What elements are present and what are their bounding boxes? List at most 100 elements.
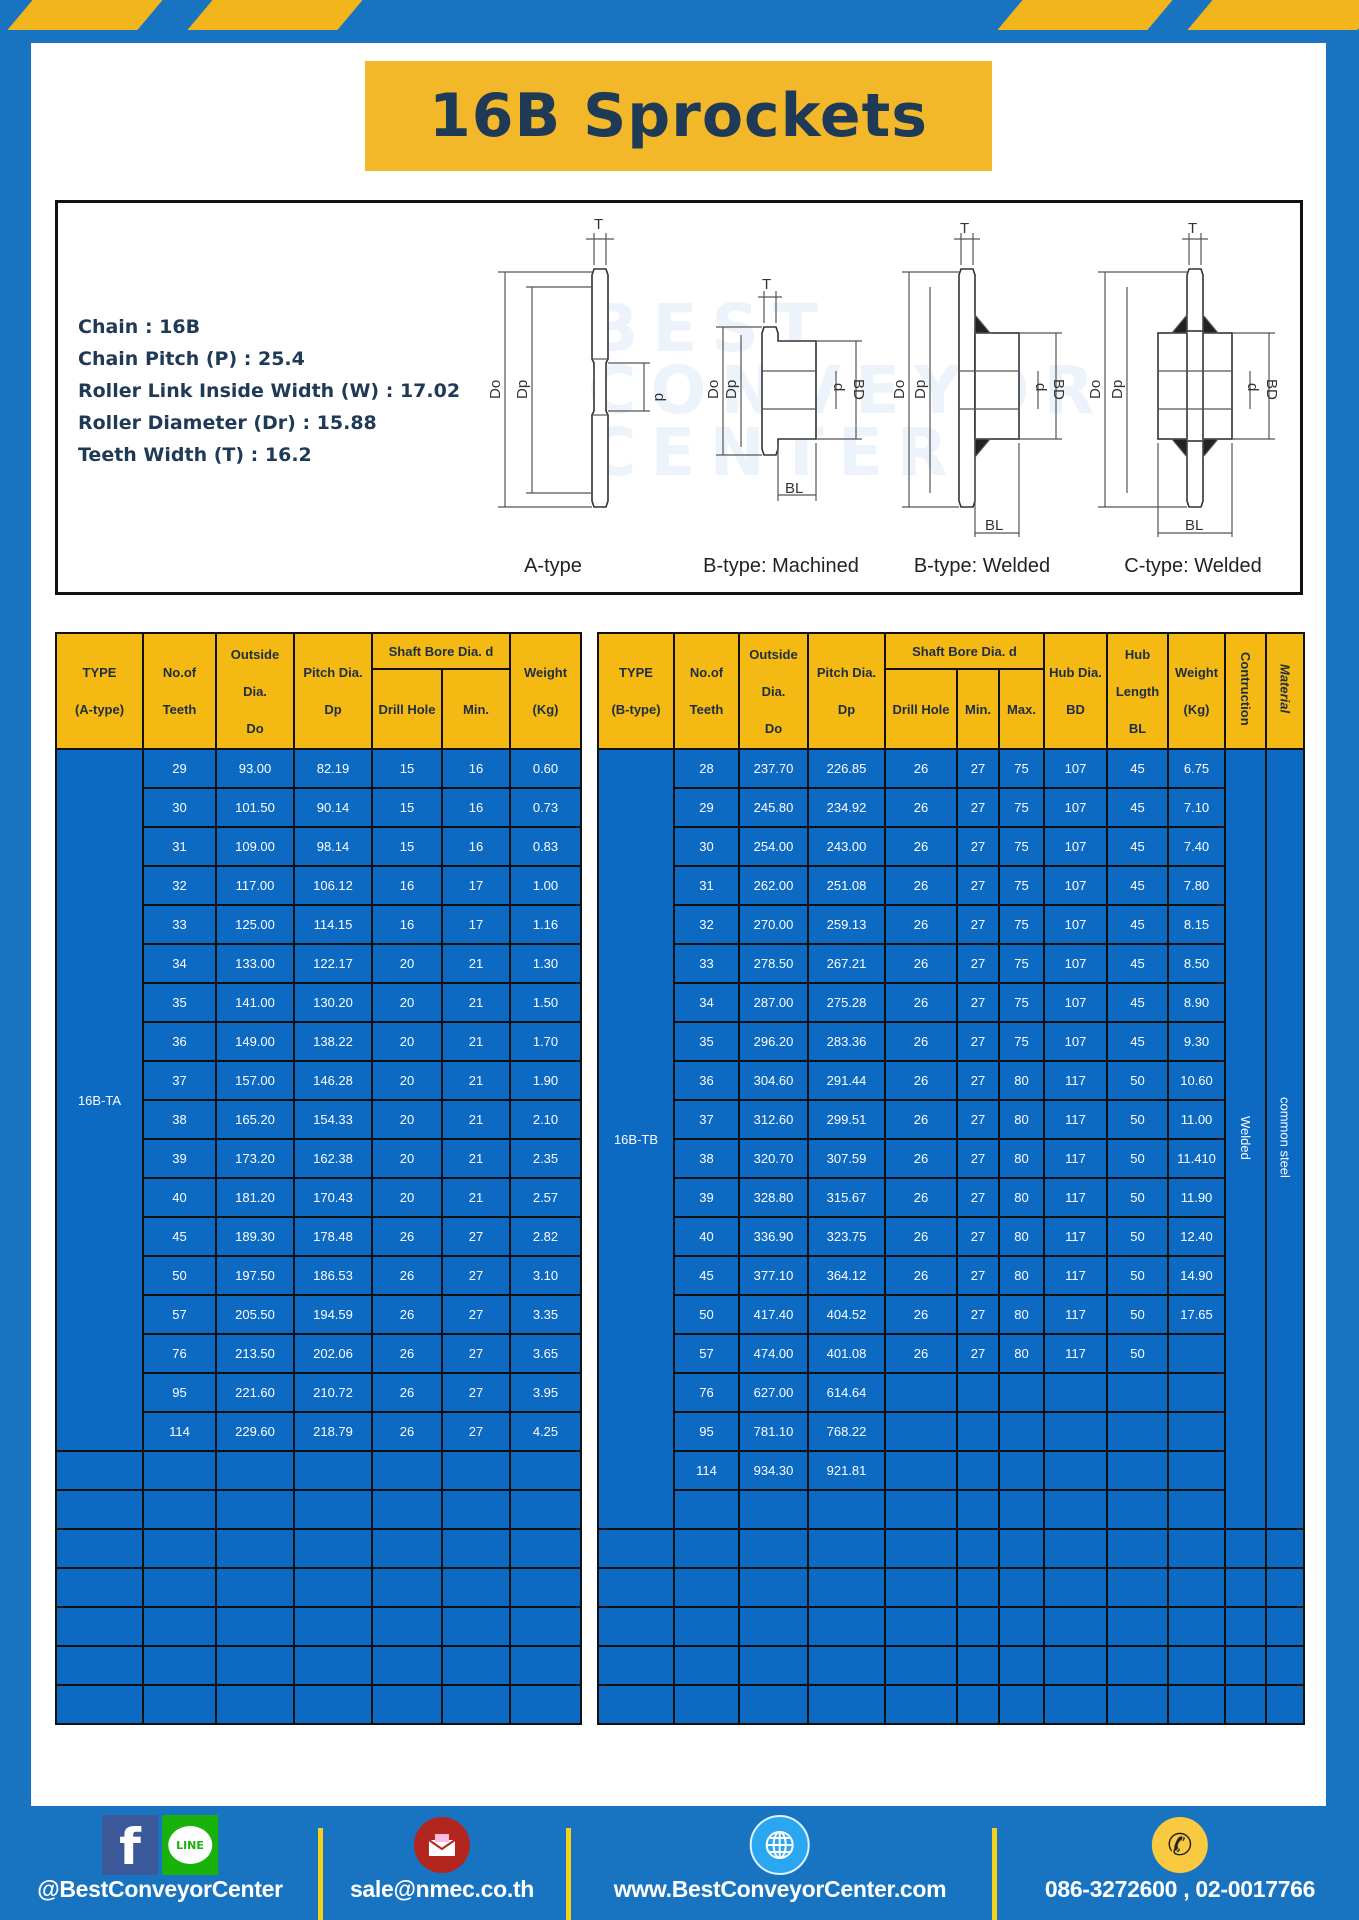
dim-d: d <box>1032 383 1049 391</box>
empty-cell <box>142 1489 217 1530</box>
chain-specs: Chain : 16B Chain Pitch (P) : 25.4 Rolle… <box>78 311 460 471</box>
teeth-cell: 35 <box>142 982 217 1023</box>
empty-cell <box>807 1684 886 1725</box>
hub-dia-cell: 107 <box>1043 943 1109 984</box>
empty-cell <box>884 1606 958 1647</box>
teeth-cell: 35 <box>673 1021 740 1062</box>
teeth-cell: 57 <box>673 1333 740 1374</box>
min-bore-cell <box>956 1411 1000 1452</box>
b-type-spec-table: TYPE (B-type) No.of Teeth Outside Dia. Do Pi… <box>597 632 1306 1725</box>
max-bore-cell: 75 <box>997 748 1046 789</box>
empty-cell <box>997 1684 1046 1725</box>
teeth-cell: 40 <box>673 1216 740 1257</box>
weight-cell: 14.90 <box>1167 1255 1227 1296</box>
min-bore-cell: 27 <box>956 1021 1000 1062</box>
empty-cell <box>142 1684 217 1725</box>
min-bore-cell: 21 <box>441 1021 511 1062</box>
header-drill-hole: Drill Hole <box>371 668 443 750</box>
drill-hole-cell: 26 <box>884 865 958 906</box>
email-address[interactable]: sale@nmec.co.th <box>349 1876 535 1902</box>
hub-length-cell <box>1106 1372 1170 1413</box>
website-url[interactable]: www.BestConveyorCenter.com <box>613 1876 947 1902</box>
table-row: 30 101.50 90.14 15 16 0.73 <box>56 787 582 828</box>
weight-cell: 7.80 <box>1167 865 1227 906</box>
min-bore-cell: 27 <box>441 1333 511 1374</box>
empty-cell <box>1224 1528 1268 1569</box>
b-type-welded-drawing <box>902 233 1062 537</box>
empty-cell <box>215 1489 295 1530</box>
teeth-cell: 57 <box>142 1294 217 1335</box>
header-max: Max. <box>997 668 1046 750</box>
hub-length-cell: 50 <box>1106 1177 1170 1218</box>
empty-cell <box>509 1606 582 1647</box>
pitch-dia-cell: 251.08 <box>807 865 886 906</box>
email-contact[interactable]: sale@nmec.co.th <box>350 1806 534 1920</box>
table-row: 45 189.30 178.48 26 27 2.82 <box>56 1216 582 1257</box>
pitch-dia-cell: 259.13 <box>807 904 886 945</box>
empty-cell <box>1265 1567 1306 1608</box>
header-pitch-dia: Pitch Dia. Dp <box>293 632 373 750</box>
empty-cell <box>441 1567 511 1608</box>
pitch-dia-cell: 186.53 <box>293 1255 373 1296</box>
empty-row <box>597 1567 1306 1608</box>
hub-length-cell: 45 <box>1106 826 1170 867</box>
line-icon[interactable]: LINE <box>161 1815 218 1875</box>
outside-dia-cell: 141.00 <box>215 982 295 1023</box>
divider <box>566 1828 571 1920</box>
empty-cell <box>215 1645 295 1686</box>
dim-d: d <box>830 383 847 391</box>
facebook-icon[interactable]: f <box>101 1815 158 1875</box>
table-row: 36 304.60 291.44 26 27 80 117 50 10.60 <box>598 1060 1304 1101</box>
hub-dia-cell: 117 <box>1043 1099 1109 1140</box>
social-handle[interactable]: @BestConveyorCenter <box>37 1876 283 1902</box>
website-contact[interactable]: www.BestConveyorCenter.com <box>614 1806 947 1920</box>
min-bore-cell: 17 <box>441 904 511 945</box>
weight-cell: 7.10 <box>1167 787 1227 828</box>
hub-dia-cell: 117 <box>1043 1294 1109 1335</box>
outside-dia-cell: 474.00 <box>738 1333 809 1374</box>
pitch-dia-cell: 364.12 <box>807 1255 886 1296</box>
empty-cell <box>215 1528 295 1569</box>
min-bore-cell: 21 <box>441 982 511 1023</box>
drill-hole-cell: 20 <box>371 982 443 1023</box>
weight-cell: 1.90 <box>509 1060 582 1101</box>
phone-contact[interactable]: ✆ 086-3272600 , 02-0017766 <box>1045 1806 1315 1920</box>
dim-t: T <box>1188 220 1197 237</box>
empty-cell <box>597 1606 675 1647</box>
header-teeth: No.of Teeth <box>142 632 217 750</box>
drill-hole-cell <box>884 1450 958 1491</box>
hub-length-cell: 45 <box>1106 1021 1170 1062</box>
dim-bd: BD <box>1050 379 1067 400</box>
pitch-dia-cell: 921.81 <box>807 1450 886 1491</box>
table-row: 114 934.30 921.81 <box>598 1450 1304 1491</box>
dim-dp: Dp <box>912 380 929 399</box>
table-row: 36 149.00 138.22 20 21 1.70 <box>56 1021 582 1062</box>
max-bore-cell: 80 <box>997 1255 1046 1296</box>
drill-hole-cell: 26 <box>884 943 958 984</box>
hub-dia-cell <box>1043 1450 1109 1491</box>
outside-dia-cell: 262.00 <box>738 865 809 906</box>
outside-dia-cell: 229.60 <box>215 1411 295 1452</box>
construction-value: Welded <box>1238 1115 1254 1160</box>
empty-cell <box>55 1606 144 1647</box>
empty-cell <box>1167 1567 1227 1608</box>
min-bore-cell: 16 <box>441 826 511 867</box>
hub-dia-cell <box>1043 1372 1109 1413</box>
teeth-cell: 76 <box>673 1372 740 1413</box>
teeth-cell: 45 <box>142 1216 217 1257</box>
phone-numbers[interactable]: 086-3272600 , 02-0017766 <box>1044 1876 1316 1902</box>
empty-cell <box>673 1684 740 1725</box>
outside-dia-cell: 173.20 <box>215 1138 295 1179</box>
teeth-cell: 39 <box>673 1177 740 1218</box>
max-bore-cell: 75 <box>997 982 1046 1023</box>
social-contact[interactable]: f LINE @BestConveyorCenter <box>37 1806 283 1920</box>
weight-cell <box>1167 1411 1227 1452</box>
empty-cell <box>215 1450 295 1491</box>
dim-d: d <box>1244 383 1261 391</box>
teeth-cell: 37 <box>142 1060 217 1101</box>
pitch-dia-cell: 210.72 <box>293 1372 373 1413</box>
header-hub-dia: Hub Dia. BD <box>1043 632 1109 750</box>
outside-dia-cell: 165.20 <box>215 1099 295 1140</box>
table-row: 37 312.60 299.51 26 27 80 117 50 11.00 <box>598 1099 1304 1140</box>
header-shaft-bore: Shaft Bore Dia. d <box>883 632 1046 670</box>
